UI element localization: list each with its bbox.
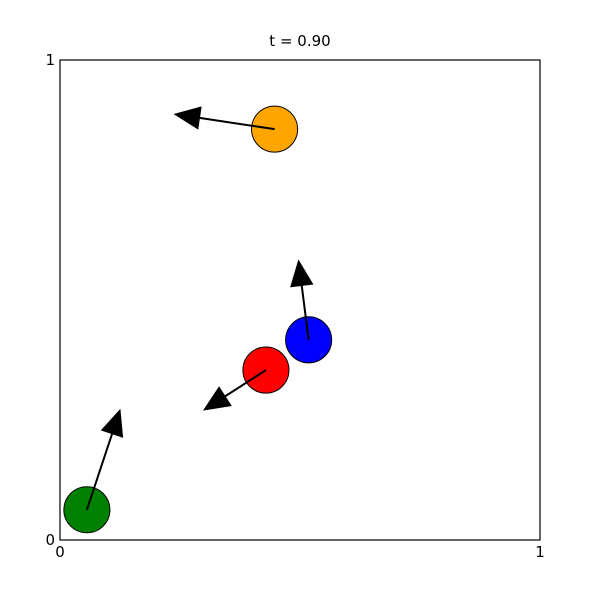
plot-frame <box>59 59 541 541</box>
velocity-arrow-head-orange <box>173 106 202 130</box>
chart-title: t = 0.90 <box>269 32 330 50</box>
velocity-arrow-shaft-green <box>85 433 114 511</box>
velocity-arrow-head-red <box>202 386 232 411</box>
x-tick-label-min: 0 <box>55 543 65 561</box>
velocity-arrow-head-green <box>100 408 124 438</box>
y-tick-label-max: 1 <box>45 51 55 69</box>
velocity-arrow-head-blue <box>290 259 314 288</box>
x-tick-label-max: 1 <box>535 543 545 561</box>
chart-marks <box>63 105 333 534</box>
velocity-arrow-shaft-orange <box>199 116 275 131</box>
velocity-arrow-shaft-red <box>224 369 267 398</box>
y-tick-label-min: 0 <box>45 531 55 549</box>
velocity-arrow-shaft-blue <box>300 285 310 340</box>
